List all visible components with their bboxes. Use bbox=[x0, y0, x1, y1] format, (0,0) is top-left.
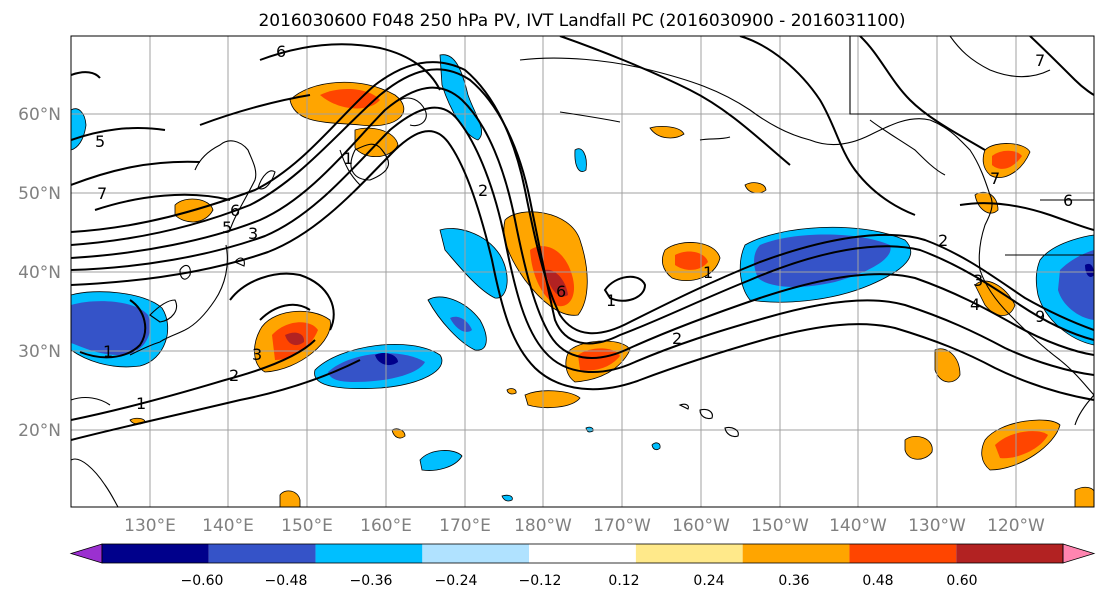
lat-label: 30°N bbox=[18, 342, 61, 362]
colorbar-tick-label: 0.60 bbox=[946, 573, 977, 589]
lat-label: 40°N bbox=[18, 263, 61, 283]
colorbar-cell bbox=[849, 544, 957, 563]
latitude-labels: 60°N 50°N 40°N 30°N 20°N bbox=[18, 105, 61, 441]
colorbar-cell bbox=[742, 544, 850, 563]
lat-label: 20°N bbox=[18, 421, 61, 441]
lon-label: 150°W bbox=[751, 516, 809, 536]
lon-label: 160°W bbox=[672, 516, 730, 536]
contour-label: 1 bbox=[606, 291, 616, 310]
lon-label: 120°W bbox=[987, 516, 1045, 536]
contour-label: 7 bbox=[97, 184, 107, 203]
colorbar-extension-high bbox=[1062, 543, 1096, 564]
map-frame bbox=[70, 35, 1095, 508]
contour-label: 2 bbox=[478, 181, 488, 200]
lat-label: 50°N bbox=[18, 184, 61, 204]
negative-ivt-regions bbox=[71, 54, 1094, 502]
colorbar-extension-low bbox=[69, 543, 103, 564]
colorbar-tick-labels: −0.60 −0.48 −0.36 −0.24 −0.12 0.12 0.24 … bbox=[181, 573, 978, 589]
contour-label: 3 bbox=[248, 224, 258, 243]
contour-label: 1 bbox=[136, 394, 146, 413]
contour-label: 6 bbox=[556, 282, 566, 301]
contour-label: 1 bbox=[103, 342, 113, 361]
lat-label: 60°N bbox=[18, 105, 61, 125]
lon-label: 130°E bbox=[124, 516, 176, 536]
colorbar-tick-label: −0.48 bbox=[265, 573, 308, 589]
longitude-labels: 130°E 140°E 150°E 160°E 170°E 180°W 170°… bbox=[124, 516, 1045, 536]
colorbar-cell bbox=[529, 544, 636, 563]
positive-ivt-regions bbox=[129, 81, 1094, 507]
contour-label: 3 bbox=[252, 345, 262, 364]
contour-label: 7 bbox=[990, 169, 1000, 188]
colorbar: −0.60 −0.48 −0.36 −0.24 −0.12 0.12 0.24 … bbox=[69, 543, 1096, 589]
contour-label: 1 bbox=[343, 149, 353, 168]
colorbar-cell bbox=[956, 544, 1063, 563]
contour-label: 7 bbox=[1035, 51, 1045, 70]
contour-label: 9 bbox=[1035, 307, 1045, 326]
lon-label: 160°E bbox=[360, 516, 412, 536]
lon-label: 170°E bbox=[439, 516, 491, 536]
colorbar-tick-label: 0.24 bbox=[693, 573, 724, 589]
contour-label-group: 6 5 7 6 5 3 2 1 3 2 1 1 2 1 6 1 2 3 4 7 … bbox=[95, 42, 1073, 413]
map-panel: 6 5 7 6 5 3 2 1 3 2 1 1 2 1 6 1 2 3 4 7 … bbox=[71, 36, 1094, 507]
colorbar-cell bbox=[208, 544, 316, 563]
colorbar-outline bbox=[101, 543, 1064, 564]
lon-label: 130°W bbox=[908, 516, 966, 536]
pv-contours bbox=[71, 36, 1094, 441]
colorbar-tick-label: 0.48 bbox=[862, 573, 893, 589]
coastlines bbox=[71, 36, 1094, 507]
lon-label: 150°E bbox=[281, 516, 333, 536]
contour-label: 1 bbox=[703, 263, 713, 282]
contour-label: 5 bbox=[95, 132, 105, 151]
colorbar-cell bbox=[422, 544, 530, 563]
colorbar-tick-label: −0.60 bbox=[181, 573, 224, 589]
colorbar-cells bbox=[69, 543, 1096, 564]
colorbar-tick-label: −0.36 bbox=[350, 573, 393, 589]
contour-label: 2 bbox=[938, 231, 948, 250]
lon-label: 140°W bbox=[829, 516, 887, 536]
colorbar-tick-label: 0.12 bbox=[608, 573, 639, 589]
map-title: 2016030600 F048 250 hPa PV, IVT Landfall… bbox=[258, 11, 905, 31]
contour-label: 6 bbox=[276, 42, 286, 61]
lon-label: 170°W bbox=[593, 516, 651, 536]
colorbar-cell bbox=[315, 544, 423, 563]
colorbar-tick-label: −0.24 bbox=[435, 573, 478, 589]
colorbar-cell bbox=[635, 544, 743, 563]
colorbar-cell bbox=[102, 544, 209, 563]
contour-label: 2 bbox=[229, 366, 239, 385]
contour-label: 6 bbox=[1063, 191, 1073, 210]
contour-label: 5 bbox=[222, 218, 232, 237]
contour-label: 4 bbox=[970, 295, 980, 314]
contour-label: 6 bbox=[230, 201, 240, 220]
lon-label: 140°E bbox=[202, 516, 254, 536]
contour-label: 3 bbox=[973, 271, 983, 290]
lon-label: 180°W bbox=[514, 516, 572, 536]
colorbar-tick-label: −0.12 bbox=[519, 573, 562, 589]
contour-label: 2 bbox=[672, 329, 682, 348]
colorbar-tick-label: 0.36 bbox=[778, 573, 809, 589]
